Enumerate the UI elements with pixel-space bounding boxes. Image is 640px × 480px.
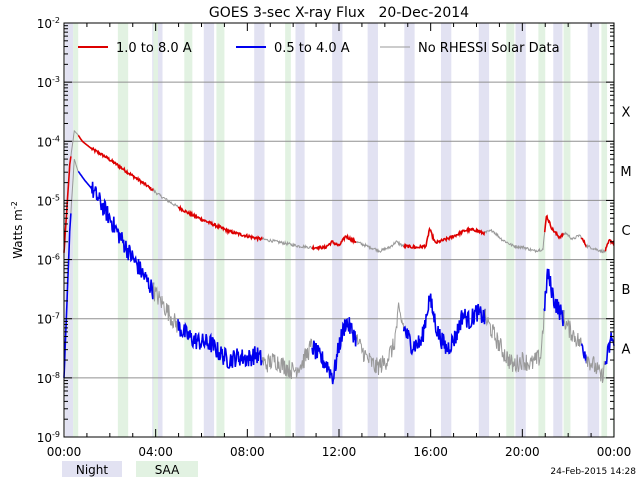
legend-label: 0.5 to 4.0 A xyxy=(274,41,350,56)
y-tick-label: 10-4 xyxy=(37,134,60,149)
night-key-label: Night xyxy=(76,463,109,477)
flare-class-x: X xyxy=(622,106,631,121)
x-tick-label: 12:00 xyxy=(322,445,357,459)
saa-key-swatch xyxy=(136,461,198,477)
x-tick-label: 08:00 xyxy=(230,445,265,459)
series-line-long xyxy=(543,214,565,240)
y-tick-label: 10-3 xyxy=(37,75,60,90)
legend: 1.0 to 8.0 A 0.5 to 4.0 A No RHESSI Solar … xyxy=(78,41,560,56)
x-tick-label: 04:00 xyxy=(138,445,173,459)
y-tick-label: 10-6 xyxy=(37,253,60,268)
series-no-data-line xyxy=(70,158,79,214)
night-band xyxy=(367,23,378,437)
series-line-long xyxy=(77,134,155,192)
series-no-data-line xyxy=(355,240,405,253)
series-line-long xyxy=(177,204,263,243)
series-no-data-line xyxy=(586,355,606,383)
series-line-short xyxy=(402,293,486,356)
saa-band xyxy=(285,23,291,437)
saa-key-label: SAA xyxy=(155,463,180,477)
series-no-data-line xyxy=(262,236,313,250)
saa-band xyxy=(506,23,515,437)
x-tick-label: 00:00 xyxy=(47,445,82,459)
night-band xyxy=(332,23,343,437)
series-line-short xyxy=(77,170,155,300)
flare-class-m: M xyxy=(620,165,631,180)
night-band xyxy=(295,23,305,437)
x-tick-label: 16:00 xyxy=(413,445,448,459)
night-band xyxy=(254,23,265,437)
x-axis: 00:00 04:00 08:00 12:00 16:00 20:00 00:00 xyxy=(47,23,632,459)
series-line-short xyxy=(311,317,357,385)
series-no-data-line xyxy=(484,308,545,374)
series-no-data-line xyxy=(563,310,582,348)
night-key-swatch xyxy=(62,461,122,477)
legend-label: No RHESSI Solar Data xyxy=(418,41,560,56)
series-no-data-line xyxy=(152,188,179,208)
night-band xyxy=(515,23,526,437)
night-band xyxy=(587,23,600,437)
series-line-long xyxy=(580,237,588,248)
grid-lines xyxy=(64,81,614,379)
y-tick-label: 10-9 xyxy=(37,430,60,445)
series-no-data-line xyxy=(261,338,313,380)
series-line-short xyxy=(177,319,263,369)
series-line-short xyxy=(604,332,615,365)
x-tick-label: 00:00 xyxy=(597,445,632,459)
night-band xyxy=(478,23,490,437)
x-tick-label: 20:00 xyxy=(505,445,540,459)
series-line-short xyxy=(543,268,565,327)
series-line-short xyxy=(580,342,588,364)
series-no-data-line xyxy=(484,228,546,254)
night-band xyxy=(440,23,452,437)
chart-title: GOES 3-sec X-ray Flux 20-Dec-2014 xyxy=(209,5,469,21)
legend-label: 1.0 to 8.0 A xyxy=(116,41,192,56)
flare-class-b: B xyxy=(622,283,631,298)
night-band xyxy=(203,23,215,437)
series-no-data-line xyxy=(586,243,606,254)
series-no-data-line xyxy=(152,282,179,333)
saa-band xyxy=(601,23,608,437)
night-band xyxy=(404,23,415,437)
saa-band xyxy=(184,23,193,437)
series-line-long xyxy=(311,233,357,252)
flare-class-c: C xyxy=(621,224,630,239)
footer-key: Night SAA 24-Feb-2015 14:28 xyxy=(62,461,636,477)
y-tick-label: 10-7 xyxy=(37,312,60,327)
saa-band xyxy=(117,23,129,437)
y-tick-label: 10-5 xyxy=(37,193,60,208)
saa-band xyxy=(216,23,225,437)
night-band xyxy=(553,23,563,437)
series-line-long xyxy=(604,238,615,252)
saa-band xyxy=(538,23,546,437)
y-axis-label: Watts m-2 xyxy=(10,201,25,259)
series-no-data-line xyxy=(70,129,79,157)
saa-band xyxy=(612,23,614,437)
flare-class-labels: X M C B A xyxy=(620,106,631,358)
flare-class-a: A xyxy=(622,342,631,357)
y-tick-label: 10-2 xyxy=(37,16,60,31)
saa-band xyxy=(153,23,158,437)
y-tick-label: 10-8 xyxy=(37,371,60,386)
series-no-data-line xyxy=(563,231,582,241)
footer-timestamp: 24-Feb-2015 14:28 xyxy=(550,467,636,477)
series-no-data-line xyxy=(355,302,405,376)
saa-band xyxy=(73,23,79,437)
saa-band xyxy=(563,23,571,437)
series-line-long xyxy=(402,226,486,250)
y-axis: 10-2 10-3 10-4 10-5 10-6 10-7 10-8 10-9 xyxy=(37,16,614,445)
